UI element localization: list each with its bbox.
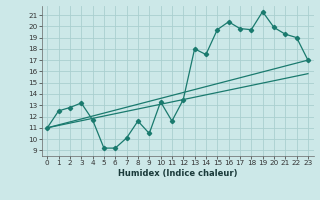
X-axis label: Humidex (Indice chaleur): Humidex (Indice chaleur): [118, 169, 237, 178]
